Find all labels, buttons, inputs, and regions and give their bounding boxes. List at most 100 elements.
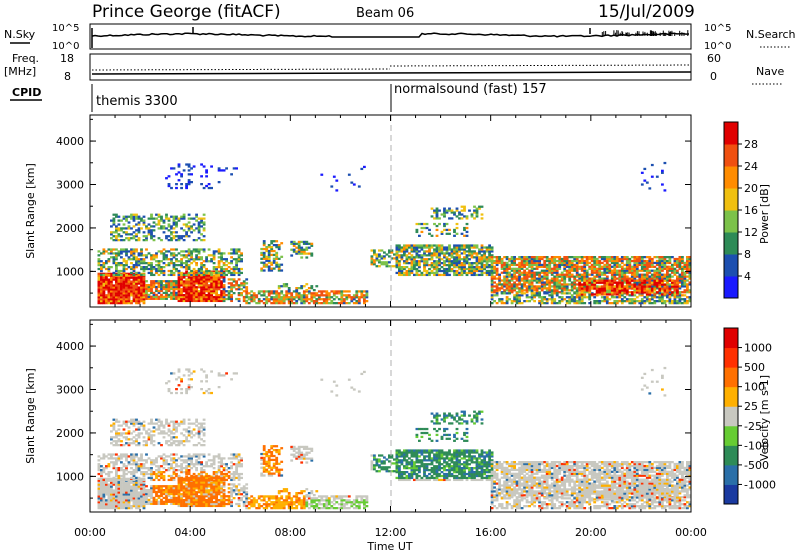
power-cell bbox=[508, 265, 511, 268]
power-cell bbox=[150, 289, 153, 293]
velocity-cell bbox=[137, 507, 141, 510]
power-cell bbox=[563, 279, 567, 282]
power-cell bbox=[543, 261, 547, 265]
power-cell bbox=[157, 291, 161, 295]
power-cell bbox=[310, 294, 314, 297]
power-cell bbox=[515, 269, 519, 272]
velocity-cell bbox=[197, 500, 201, 504]
power-cell bbox=[668, 256, 672, 259]
power-cell bbox=[488, 252, 491, 255]
power-cell bbox=[217, 181, 221, 184]
power-cell bbox=[686, 259, 689, 263]
power-cell bbox=[545, 269, 549, 272]
power-cell bbox=[650, 275, 654, 278]
power-cell bbox=[115, 239, 118, 242]
power-cell bbox=[420, 258, 424, 261]
power-cell bbox=[653, 296, 657, 299]
power-cell bbox=[167, 239, 171, 242]
velocity-cell bbox=[117, 491, 121, 494]
power-cell bbox=[505, 300, 509, 303]
power-cell bbox=[563, 263, 567, 267]
power-cell bbox=[145, 248, 148, 251]
power-cell bbox=[172, 231, 176, 234]
power-cell bbox=[638, 269, 642, 272]
power-cell bbox=[520, 259, 524, 263]
power-cell bbox=[395, 244, 399, 247]
power-cell bbox=[167, 269, 171, 273]
power-cell bbox=[300, 302, 304, 305]
power-cell bbox=[563, 275, 567, 278]
power-cell bbox=[132, 258, 136, 261]
power-cell bbox=[130, 217, 133, 220]
power-cell bbox=[623, 287, 627, 290]
power-cell bbox=[187, 271, 191, 275]
velocity-cell bbox=[130, 493, 133, 496]
power-cell bbox=[157, 262, 161, 265]
velocity-cell bbox=[157, 490, 161, 494]
power-cell bbox=[545, 287, 549, 290]
power-cell bbox=[493, 285, 496, 288]
power-cell bbox=[528, 271, 531, 274]
power-cell bbox=[625, 291, 629, 294]
power-cell bbox=[370, 263, 374, 266]
power-cell bbox=[205, 260, 208, 263]
power-cell bbox=[137, 300, 141, 303]
power-cell bbox=[463, 271, 466, 275]
power-cell bbox=[127, 278, 131, 281]
power-cell bbox=[683, 294, 687, 297]
power-cell bbox=[418, 250, 421, 253]
power-cell bbox=[598, 265, 602, 268]
velocity-cell bbox=[167, 485, 171, 488]
velocity-cell bbox=[192, 485, 196, 488]
power-cell bbox=[425, 250, 429, 253]
power-cell bbox=[132, 235, 136, 238]
power-cell bbox=[398, 244, 401, 247]
power-cell bbox=[192, 299, 196, 303]
power-cell bbox=[500, 298, 504, 301]
power-cell bbox=[465, 246, 469, 249]
power-cell bbox=[342, 290, 346, 293]
power-cell bbox=[560, 296, 564, 299]
power-cell bbox=[575, 283, 579, 286]
power-cell bbox=[513, 267, 516, 270]
power-cell bbox=[530, 277, 534, 280]
power-cell bbox=[275, 251, 279, 255]
power-cell bbox=[545, 263, 549, 267]
power-cell bbox=[588, 296, 592, 299]
power-cell bbox=[212, 250, 216, 253]
power-cell bbox=[661, 171, 664, 174]
power-cell bbox=[413, 266, 416, 269]
power-cell bbox=[210, 276, 213, 279]
power-cell bbox=[425, 244, 429, 247]
power-cell bbox=[676, 287, 679, 290]
power-cell bbox=[97, 258, 101, 261]
power-cell bbox=[573, 263, 577, 267]
velocity-cell bbox=[135, 481, 138, 484]
power-cell bbox=[625, 281, 629, 284]
power-cell bbox=[322, 294, 326, 297]
power-cell bbox=[490, 271, 494, 274]
power-cell bbox=[275, 263, 279, 266]
power-cell bbox=[125, 250, 128, 253]
velocity-cell bbox=[122, 489, 126, 492]
power-cell bbox=[580, 285, 584, 288]
power-cell bbox=[545, 273, 549, 276]
power-cell bbox=[648, 298, 652, 301]
power-cell bbox=[600, 256, 604, 259]
power-cell bbox=[403, 246, 406, 249]
power-cell bbox=[157, 223, 161, 226]
power-cell bbox=[415, 250, 419, 253]
power-cell bbox=[655, 256, 659, 259]
velocity-cell bbox=[177, 495, 181, 498]
power-cell bbox=[270, 302, 274, 305]
power-cell bbox=[643, 287, 647, 290]
power-cell bbox=[590, 263, 594, 267]
power-cell bbox=[245, 302, 249, 305]
power-cell bbox=[540, 298, 544, 301]
power-cell bbox=[398, 248, 401, 251]
velocity-cell bbox=[125, 507, 128, 510]
power-cell bbox=[180, 227, 183, 230]
power-cell bbox=[628, 291, 632, 294]
power-cell bbox=[686, 296, 689, 299]
